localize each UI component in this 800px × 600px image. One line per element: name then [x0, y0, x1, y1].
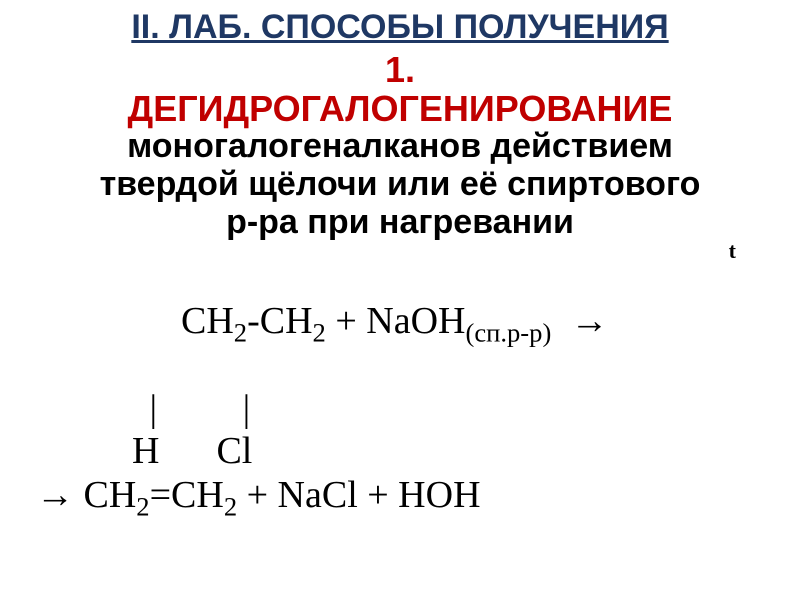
eq4-arrow: → CH: [36, 474, 136, 516]
equation-line-1: tCH2-CH2 + NaOH(сп.р-р) →: [28, 259, 780, 389]
subheading: ДЕГИДРОГАЛОГЕНИРОВАНИЕ: [20, 89, 780, 129]
eq1-naoh: + NaOH: [326, 300, 466, 342]
eq4-rest: + NaCl + HOH: [237, 474, 480, 516]
eq1-sub1: 2: [234, 317, 247, 347]
section-number: 1.: [20, 49, 780, 91]
equation-atoms: H Cl: [28, 431, 780, 473]
eq4-sub2: 2: [224, 492, 237, 522]
eq1-sub2: 2: [313, 317, 326, 347]
slide: II. ЛАБ. СПОСОБЫ ПОЛУЧЕНИЯ 1. ДЕГИДРОГАЛ…: [0, 0, 800, 600]
temperature-symbol: t: [729, 239, 736, 263]
eq4-sub1: 2: [136, 492, 149, 522]
equation-block: tCH2-CH2 + NaOH(сп.р-р) → | | H Cl → CH2…: [20, 259, 780, 522]
equation-line-4: → CH2=CH2 + NaCl + HOH: [28, 475, 780, 522]
eq1-ch2: -CH: [247, 300, 312, 342]
body-line-1: моногалогеналканов действием: [127, 127, 673, 165]
eq4-eq: =CH: [150, 474, 224, 516]
eq1-ch1: CH: [181, 300, 234, 342]
slide-title: II. ЛАБ. СПОСОБЫ ПОЛУЧЕНИЯ: [20, 8, 780, 47]
equation-bonds: | |: [28, 389, 780, 431]
eq1-sp: (сп.р-р): [465, 317, 551, 347]
eq1-arrow: →: [551, 300, 608, 342]
body-text: моногалогеналканов действием твердой щёл…: [20, 127, 780, 241]
body-line-2: твердой щёлочи или её спиртового: [100, 165, 701, 203]
body-line-3: р-ра при нагревании: [226, 203, 574, 241]
